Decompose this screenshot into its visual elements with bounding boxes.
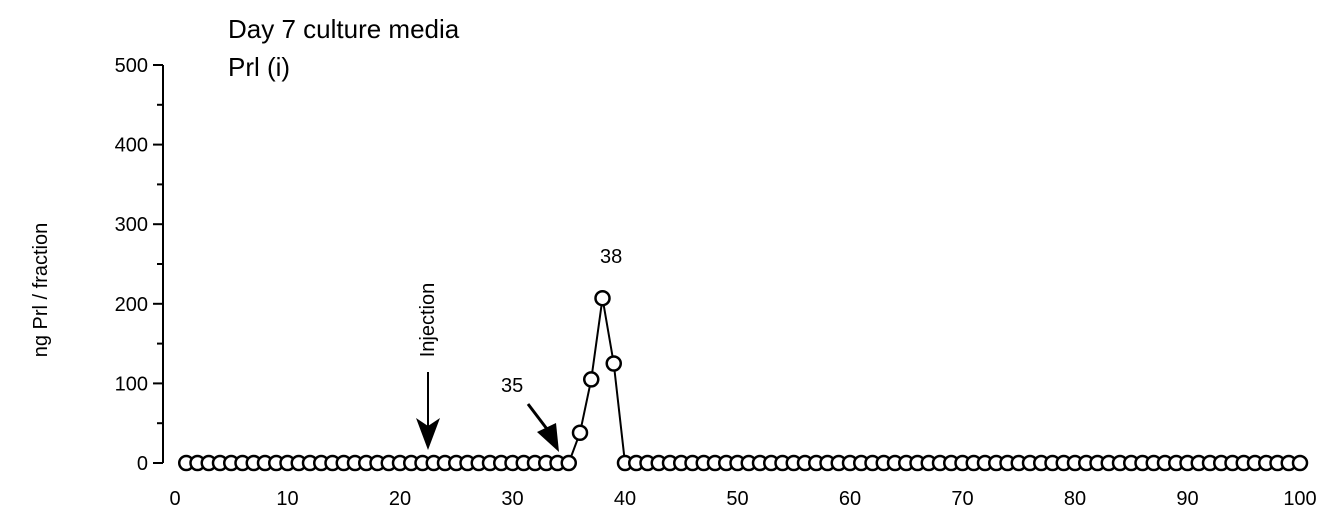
fraction-38-label: 38 — [600, 246, 622, 268]
x-tick-label: 50 — [726, 488, 748, 510]
fraction-35-arrow-head — [537, 423, 559, 452]
y-axis-label: ng Prl / fraction — [30, 223, 52, 358]
data-point — [605, 355, 622, 372]
data-point — [583, 371, 600, 388]
data-point — [560, 454, 577, 472]
series-line — [186, 298, 1300, 464]
x-tick-label: 70 — [951, 488, 973, 510]
chart-subtitle: Prl (i) — [228, 52, 290, 82]
data-point — [571, 424, 589, 442]
x-tick-label: 90 — [1176, 488, 1198, 510]
y-tick-label: 400 — [115, 135, 148, 157]
chart-title: Day 7 culture media — [228, 14, 460, 44]
x-tick-label: 0 — [169, 488, 180, 510]
x-ticks: 0 10 20 30 40 50 60 70 80 90 100 — [169, 488, 1316, 510]
injection-arrow-head — [416, 418, 440, 450]
fraction-35-label: 35 — [501, 375, 523, 397]
y-tick-label: 500 — [115, 55, 148, 77]
data-point — [594, 289, 611, 307]
x-tick-label: 20 — [389, 488, 411, 510]
y-tick-label: 200 — [115, 294, 148, 316]
x-tick-label: 80 — [1064, 488, 1086, 510]
y-tick-label: 0 — [137, 453, 148, 475]
injection-label: Injection — [417, 283, 439, 358]
x-tick-label: 30 — [501, 488, 523, 510]
y-ticks: 0 100 200 300 400 500 — [115, 55, 163, 475]
y-tick-label: 300 — [115, 214, 148, 236]
x-tick-label: 40 — [614, 488, 636, 510]
injection-annotation: Injection — [416, 283, 440, 450]
x-tick-label: 100 — [1283, 488, 1316, 510]
data-series — [178, 289, 1309, 472]
x-tick-label: 10 — [276, 488, 298, 510]
fraction-35-annotation: 35 — [501, 375, 559, 452]
data-point — [1291, 454, 1309, 472]
x-tick-label: 60 — [839, 488, 861, 510]
y-tick-label: 100 — [115, 373, 148, 395]
